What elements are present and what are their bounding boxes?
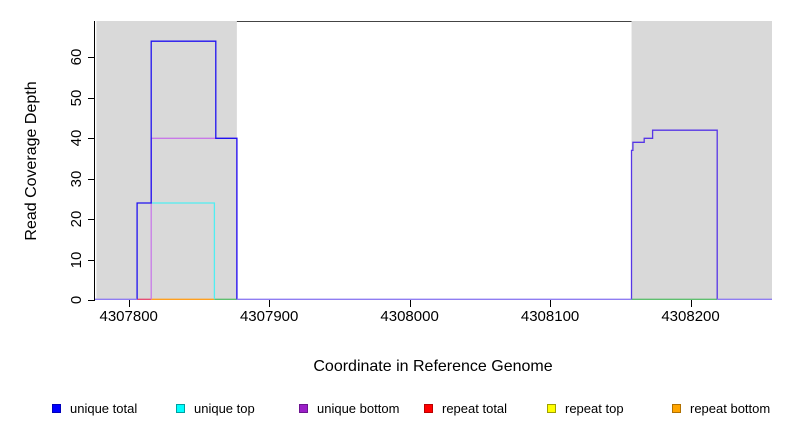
legend-item-repeat-top: repeat top bbox=[547, 399, 624, 417]
y-tick-label: 30 bbox=[68, 170, 85, 188]
legend-swatch-icon bbox=[547, 403, 556, 413]
y-tick bbox=[88, 138, 95, 140]
plot-svg bbox=[95, 21, 772, 300]
x-tick bbox=[128, 300, 130, 307]
right-gray-block bbox=[631, 21, 772, 300]
x-tick bbox=[269, 300, 271, 307]
legend-label: unique total bbox=[70, 400, 138, 416]
legend-swatch-icon bbox=[52, 403, 61, 413]
y-tick bbox=[88, 259, 95, 261]
legend-item-repeat-total: repeat total bbox=[424, 399, 507, 417]
y-tick bbox=[88, 57, 95, 59]
x-axis-title: Coordinate in Reference Genome bbox=[313, 358, 553, 375]
y-tick bbox=[88, 300, 95, 301]
x-tick bbox=[550, 300, 552, 307]
x-tick bbox=[409, 300, 411, 307]
y-tick-label: 40 bbox=[68, 129, 85, 147]
legend-swatch-icon bbox=[672, 403, 681, 413]
legend-item-unique-total: unique total bbox=[52, 399, 137, 417]
legend-swatch-icon bbox=[424, 403, 433, 413]
y-tick-label: 50 bbox=[68, 89, 85, 107]
legend-swatch-icon bbox=[299, 403, 308, 413]
right-staircase-total-bottom-overlap bbox=[630, 129, 718, 300]
x-tick-label: 4307900 bbox=[239, 308, 299, 325]
x-tick bbox=[690, 300, 692, 307]
unique-top-line bbox=[151, 202, 216, 300]
y-tick-label: 20 bbox=[68, 210, 85, 228]
plot-area bbox=[95, 21, 772, 300]
legend-item-unique-bottom: unique bottom bbox=[299, 399, 399, 417]
legend-label: repeat total bbox=[442, 400, 508, 416]
legend-label: unique top bbox=[194, 400, 255, 416]
legend-label: repeat bottom bbox=[690, 400, 771, 416]
x-tick-label: 4308000 bbox=[380, 308, 439, 325]
x-tick-label: 4308200 bbox=[661, 308, 720, 325]
y-tick bbox=[88, 219, 95, 221]
legend-label: repeat top bbox=[565, 400, 624, 416]
x-tick-label: 4308100 bbox=[520, 308, 580, 325]
y-tick bbox=[88, 97, 95, 99]
left-gray-block bbox=[96, 21, 237, 300]
y-tick-label: 0 bbox=[68, 295, 85, 305]
y-tick-label: 10 bbox=[68, 251, 85, 268]
y-axis-line bbox=[94, 21, 95, 300]
legend-swatch-icon bbox=[176, 403, 185, 413]
legend-label: unique bottom bbox=[317, 400, 400, 416]
y-tick-label: 60 bbox=[68, 49, 85, 66]
legend-item-repeat-bottom: repeat bottom bbox=[672, 399, 770, 417]
unique-total-left-box bbox=[136, 40, 238, 300]
legend-item-unique-top: unique top bbox=[176, 399, 255, 417]
legend: unique total unique top unique bottom repea… bbox=[0, 399, 792, 419]
y-tick bbox=[88, 178, 95, 180]
x-tick-label: 4307800 bbox=[99, 308, 158, 325]
y-axis-title: Read Coverage Depth bbox=[23, 81, 40, 241]
